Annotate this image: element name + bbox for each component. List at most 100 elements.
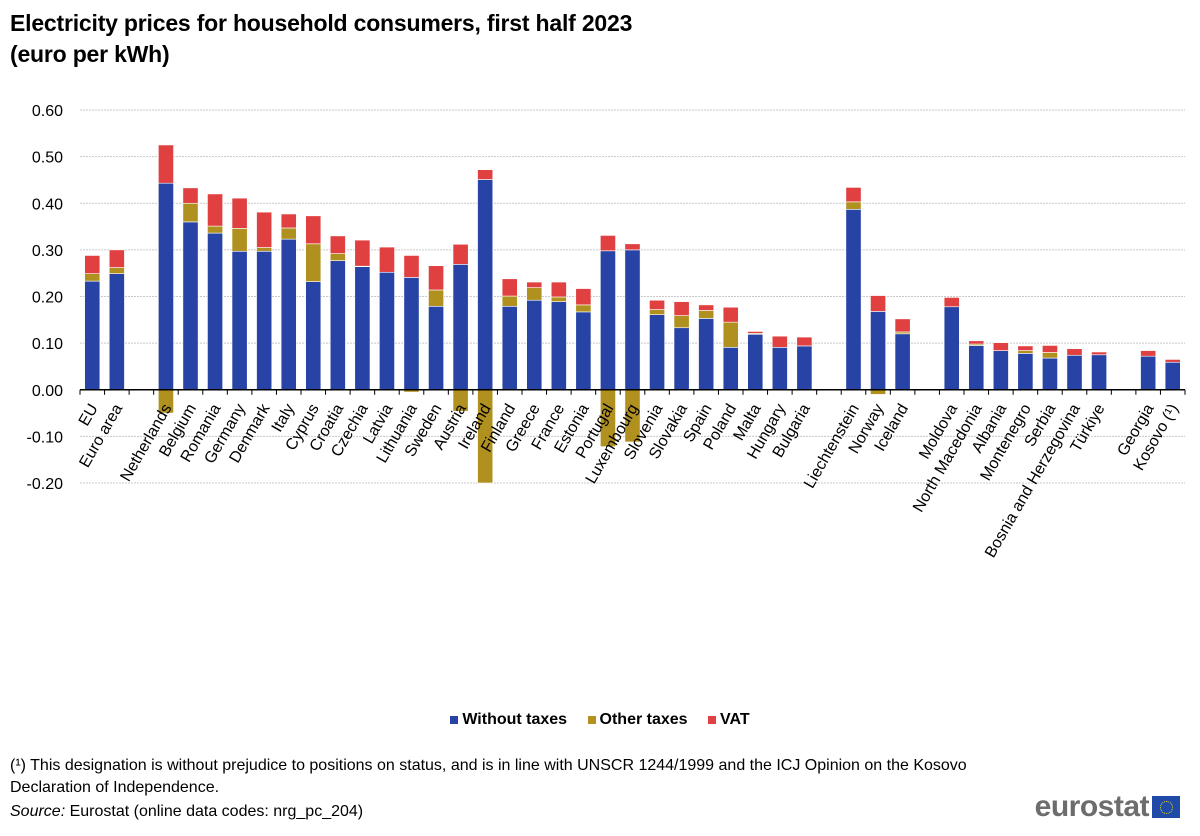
bar-without-taxes — [796, 345, 813, 391]
bar-vat — [329, 235, 346, 254]
y-tick-label: -0.10 — [27, 429, 64, 446]
bar-vat — [796, 336, 813, 347]
bar-other-taxes — [649, 309, 665, 315]
stacked-bar-chart: 0.60 0.50 0.40 0.30 0.20 0.10 0.00 -0.10 -0.20 E… — [27, 103, 1186, 561]
bar-other-taxes — [698, 310, 715, 319]
legend-swatch-without-taxes — [450, 716, 459, 724]
bar-without-taxes — [158, 182, 174, 391]
bar-without-taxes — [403, 277, 420, 391]
bar-vat — [452, 243, 469, 265]
bars — [84, 144, 1181, 484]
bar-without-taxes — [1140, 355, 1157, 391]
bar-vat — [182, 187, 199, 204]
bar-vat — [550, 281, 567, 298]
bar-without-taxes — [329, 260, 346, 391]
bar-vat — [354, 239, 371, 267]
y-tick-label: 0.50 — [32, 150, 63, 167]
bar-without-taxes — [673, 327, 690, 391]
y-tick-label: -0.20 — [27, 476, 64, 493]
bar-other-taxes — [280, 227, 297, 240]
eurostat-logo-text: eurostat — [1034, 790, 1150, 823]
bar-other-taxes — [428, 289, 444, 307]
legend-label-without-taxes: Without taxes — [462, 711, 568, 728]
bar-vat — [992, 342, 1009, 351]
bar-other-taxes — [329, 253, 346, 261]
bar-without-taxes — [771, 347, 788, 391]
bar-other-taxes — [182, 202, 199, 223]
bar-vat — [403, 255, 420, 278]
legend-label-other-taxes: Other taxes — [599, 711, 688, 728]
bar-without-taxes — [452, 264, 469, 391]
bar-vat — [280, 213, 297, 229]
bar-vat — [624, 243, 641, 251]
bar-vat — [158, 144, 174, 184]
bar-vat — [231, 197, 248, 229]
bar-other-taxes — [256, 247, 273, 252]
bar-vat — [477, 169, 494, 180]
source-note: Source: Eurostat (online data codes: nrg… — [10, 803, 363, 821]
bar-vat — [526, 281, 543, 288]
legend-item-other-taxes: Other taxes — [587, 711, 688, 729]
bar-without-taxes — [550, 301, 567, 391]
bar-other-taxes — [845, 201, 862, 210]
bar-without-taxes — [747, 333, 764, 391]
bar-other-taxes — [207, 225, 223, 234]
bar-without-taxes — [1042, 357, 1058, 391]
bar-without-taxes — [1066, 354, 1083, 391]
bar-other-taxes — [84, 273, 101, 282]
bar-without-taxes — [231, 250, 248, 391]
bar-other-taxes — [1017, 350, 1034, 354]
bar-without-taxes — [600, 250, 616, 391]
bar-vat — [1066, 348, 1083, 356]
bar-vat — [894, 318, 911, 333]
chart-title-line1: Electricity prices for household consume… — [10, 10, 633, 36]
bar-other-taxes — [108, 267, 125, 274]
bar-vat — [943, 297, 960, 308]
x-axis — [79, 389, 1186, 395]
bar-vat — [722, 306, 739, 323]
legend-label-vat: VAT — [720, 711, 750, 728]
bar-other-taxes — [305, 243, 322, 282]
bar-without-taxes — [649, 314, 665, 391]
bar-vat — [698, 304, 715, 311]
bar-other-taxes — [526, 287, 543, 301]
bar-other-taxes — [673, 315, 690, 329]
eurostat-logo: eurostat — [1035, 790, 1180, 824]
chart-title: Electricity prices for household consume… — [10, 8, 632, 70]
legend: Without taxes Other taxes VAT — [0, 711, 1200, 729]
bar-without-taxes — [84, 280, 101, 391]
bar-vat — [84, 255, 101, 274]
bar-vat — [968, 340, 985, 345]
chart-title-line2: (euro per kWh) — [10, 41, 170, 67]
bar-without-taxes — [575, 311, 592, 391]
bar-without-taxes — [1017, 353, 1034, 391]
bar-without-taxes — [477, 179, 494, 391]
y-axis: 0.60 0.50 0.40 0.30 0.20 0.10 0.00 -0.10 -0.20 — [27, 103, 64, 493]
bar-without-taxes — [845, 209, 862, 391]
y-tick-label: 0.30 — [32, 243, 63, 260]
bar-other-taxes — [231, 228, 248, 252]
bar-without-taxes — [1091, 354, 1107, 391]
source-text: Eurostat (online data codes: nrg_pc_204) — [65, 803, 364, 820]
bar-without-taxes — [354, 266, 371, 391]
bar-other-taxes — [1042, 352, 1058, 359]
bar-vat — [747, 331, 764, 334]
legend-item-without-taxes: Without taxes — [450, 711, 567, 729]
bar-vat — [305, 215, 322, 245]
bar-vat — [600, 235, 616, 252]
bar-vat — [1042, 345, 1058, 353]
bar-vat — [428, 265, 444, 291]
bar-without-taxes — [280, 238, 297, 391]
bar-without-taxes — [870, 311, 886, 391]
bar-vat — [1091, 351, 1107, 356]
legend-swatch-vat — [708, 716, 717, 724]
bar-without-taxes — [182, 221, 199, 391]
y-tick-label: 0.20 — [32, 290, 63, 307]
y-tick-label: 0.10 — [32, 336, 63, 353]
bar-vat — [207, 193, 223, 227]
bar-other-taxes — [722, 321, 739, 348]
bar-vat — [379, 246, 395, 273]
bar-vat — [1017, 345, 1034, 351]
bar-vat — [108, 249, 125, 268]
